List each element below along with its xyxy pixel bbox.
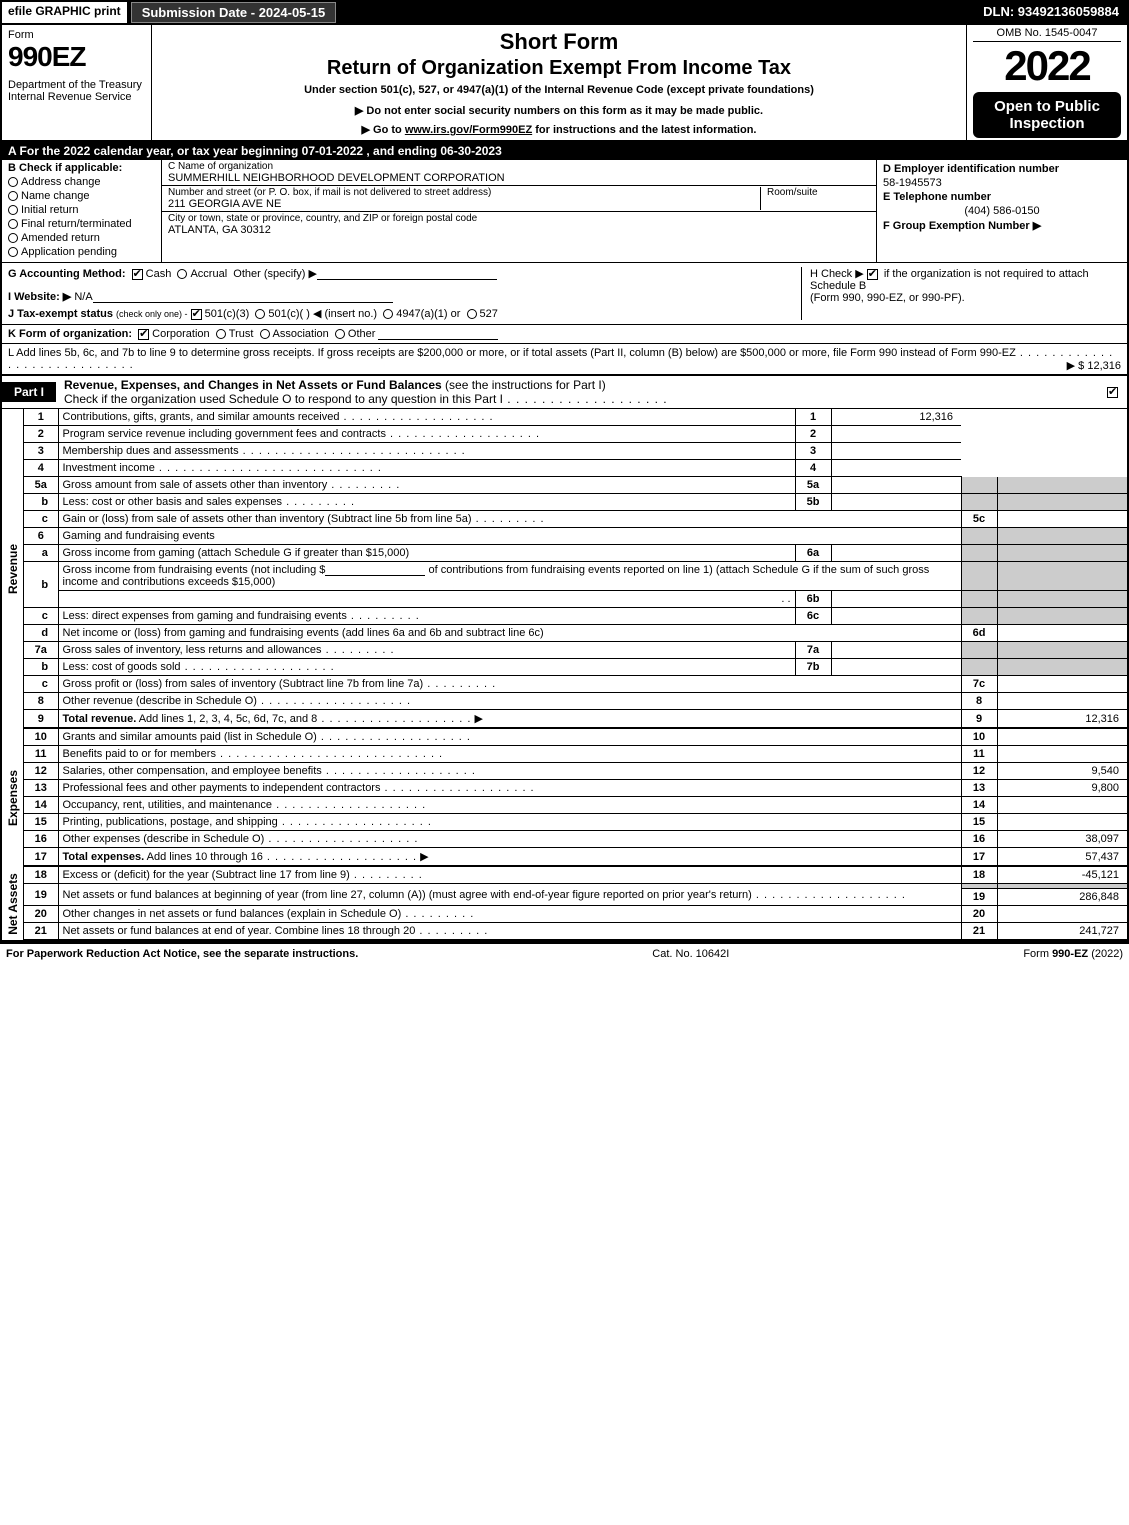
page-footer: For Paperwork Reduction Act Notice, see …: [0, 942, 1129, 964]
amt-12: 9,540: [997, 763, 1127, 780]
group-exemption: F Group Exemption Number ▶: [883, 218, 1121, 233]
amt-17: 57,437: [997, 848, 1127, 867]
chk-association[interactable]: [260, 329, 270, 339]
chk-trust[interactable]: [216, 329, 226, 339]
org-address: 211 GEORGIA AVE NE: [168, 198, 760, 210]
form-number: 990EZ: [8, 41, 145, 73]
subtitle-section: Under section 501(c), 527, or 4947(a)(1)…: [160, 84, 958, 96]
chk-501c[interactable]: [255, 309, 265, 319]
title-short-form: Short Form: [160, 29, 958, 55]
chk-amended-return[interactable]: [8, 233, 18, 243]
chk-cash[interactable]: [132, 269, 143, 280]
vside-expenses: Expenses: [2, 729, 24, 867]
box-d-e-f: D Employer identification number 58-1945…: [877, 160, 1127, 262]
chk-schedule-o[interactable]: [1107, 387, 1118, 398]
form-header: Form 990EZ Department of the Treasury In…: [0, 25, 1129, 142]
form-word: Form: [8, 29, 145, 41]
amt-1: 12,316: [831, 409, 961, 426]
section-a-period: A For the 2022 calendar year, or tax yea…: [0, 142, 1129, 160]
chk-name-change[interactable]: [8, 191, 18, 201]
efile-label[interactable]: efile GRAPHIC print: [2, 2, 127, 23]
chk-4947[interactable]: [383, 309, 393, 319]
omb-number: OMB No. 1545-0047: [973, 27, 1121, 42]
box-b: B Check if applicable: Address change Na…: [2, 160, 162, 262]
chk-other-org[interactable]: [335, 329, 345, 339]
org-city: ATLANTA, GA 30312: [168, 224, 870, 236]
title-return: Return of Organization Exempt From Incom…: [160, 57, 958, 80]
submission-date: Submission Date - 2024-05-15: [131, 2, 337, 23]
subtitle-ssn-warning: ▶ Do not enter social security numbers o…: [160, 104, 958, 117]
amt-9: 12,316: [997, 710, 1127, 729]
chk-schedule-b[interactable]: [867, 269, 878, 280]
chk-application-pending[interactable]: [8, 247, 18, 257]
gross-receipts: ▶ $ 12,316: [1067, 359, 1121, 372]
subtitle-goto: ▶ Go to www.irs.gov/Form990EZ for instru…: [160, 123, 958, 136]
amt-21: 241,727: [997, 923, 1127, 940]
ein-value: 58-1945573: [883, 176, 1121, 190]
chk-initial-return[interactable]: [8, 205, 18, 215]
line-l: L Add lines 5b, 6c, and 7b to line 9 to …: [0, 344, 1129, 376]
amt-16: 38,097: [997, 831, 1127, 848]
org-name: SUMMERHILL NEIGHBORHOOD DEVELOPMENT CORP…: [168, 172, 870, 184]
chk-501c3[interactable]: [191, 309, 202, 320]
box-c: C Name of organization SUMMERHILL NEIGHB…: [162, 160, 877, 262]
amt-13: 9,800: [997, 780, 1127, 797]
irs-link[interactable]: www.irs.gov/Form990EZ: [405, 124, 532, 136]
dept-label: Department of the Treasury Internal Reve…: [8, 79, 145, 103]
top-bar: efile GRAPHIC print Submission Date - 20…: [0, 0, 1129, 25]
line-k: K Form of organization: Corporation Trus…: [0, 325, 1129, 344]
amt-18: -45,121: [997, 867, 1127, 884]
telephone-value: (404) 586-0150: [883, 204, 1121, 218]
chk-final-return[interactable]: [8, 219, 18, 229]
dln-label: DLN: 93492136059884: [975, 2, 1127, 23]
chk-address-change[interactable]: [8, 177, 18, 187]
tax-year: 2022: [973, 42, 1121, 90]
info-grid: B Check if applicable: Address change Na…: [0, 160, 1129, 263]
open-to-public: Open to Public Inspection: [973, 92, 1121, 138]
chk-527[interactable]: [467, 309, 477, 319]
g-h-row: G Accounting Method: Cash Accrual Other …: [0, 263, 1129, 325]
amt-19: 286,848: [997, 889, 1127, 906]
part-1-header: Part I Revenue, Expenses, and Changes in…: [0, 376, 1129, 409]
net-assets-table: 18Excess or (deficit) for the year (Subt…: [24, 867, 1127, 940]
chk-corporation[interactable]: [138, 329, 149, 340]
vside-revenue: Revenue: [2, 409, 24, 729]
expenses-table: 10Grants and similar amounts paid (list …: [24, 729, 1127, 867]
website-value: N/A: [74, 291, 92, 303]
vside-net-assets: Net Assets: [2, 867, 24, 940]
revenue-table: 1Contributions, gifts, grants, and simil…: [24, 409, 1127, 729]
chk-accrual[interactable]: [177, 269, 187, 279]
